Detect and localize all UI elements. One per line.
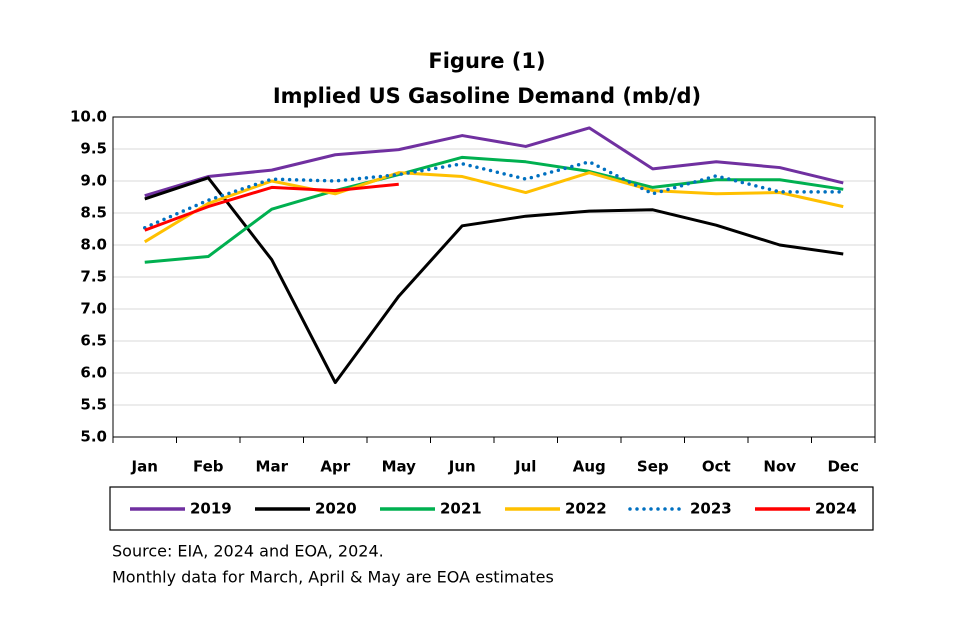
series-line	[143, 160, 845, 230]
series-line	[144, 126, 844, 198]
y-tick-label: 8.0	[80, 236, 107, 254]
x-tick-label: Jul	[514, 458, 536, 476]
y-tick-label: 7.0	[80, 300, 107, 318]
legend-label: 2022	[565, 500, 607, 518]
x-tick-label: Feb	[193, 458, 224, 476]
x-tick-label: Apr	[320, 458, 350, 476]
x-tick-label: Oct	[702, 458, 731, 476]
source-note: Source: EIA, 2024 and EOA, 2024.	[112, 542, 384, 561]
y-tick-label: 6.5	[80, 332, 107, 350]
y-tick-label: 9.5	[80, 140, 107, 158]
legend-box	[109, 486, 874, 531]
y-tick-label: 5.5	[80, 396, 107, 414]
y-tick-label: 10.0	[70, 108, 107, 126]
legend-label: 2019	[190, 500, 232, 518]
x-tick-label: Dec	[827, 458, 859, 476]
x-tick-label: Jun	[448, 458, 476, 476]
legend-label: 2020	[315, 500, 357, 518]
x-tick-label: Mar	[256, 458, 289, 476]
y-tick-label: 9.0	[80, 172, 107, 190]
series-line	[143, 171, 844, 244]
chart-title: Figure (1)	[428, 49, 545, 73]
x-tick-label: Jan	[131, 458, 158, 476]
y-tick-label: 7.5	[80, 268, 107, 286]
estimate-note: Monthly data for March, April & May are …	[112, 568, 554, 587]
x-tick-label: Nov	[763, 458, 796, 476]
series-line	[144, 176, 844, 385]
series-line	[144, 182, 399, 232]
y-tick-label: 5.0	[80, 428, 107, 446]
x-tick-label: Sep	[637, 458, 669, 476]
x-tick-label: Aug	[573, 458, 606, 476]
legend-label: 2021	[440, 500, 482, 518]
chart-subtitle: Implied US Gasoline Demand (mb/d)	[273, 84, 701, 108]
legend-label: 2023	[690, 500, 732, 518]
legend-label: 2024	[815, 500, 857, 518]
y-tick-label: 8.5	[80, 204, 107, 222]
x-tick-label: May	[382, 458, 417, 476]
y-tick-label: 6.0	[80, 364, 107, 382]
series-line	[144, 155, 844, 264]
